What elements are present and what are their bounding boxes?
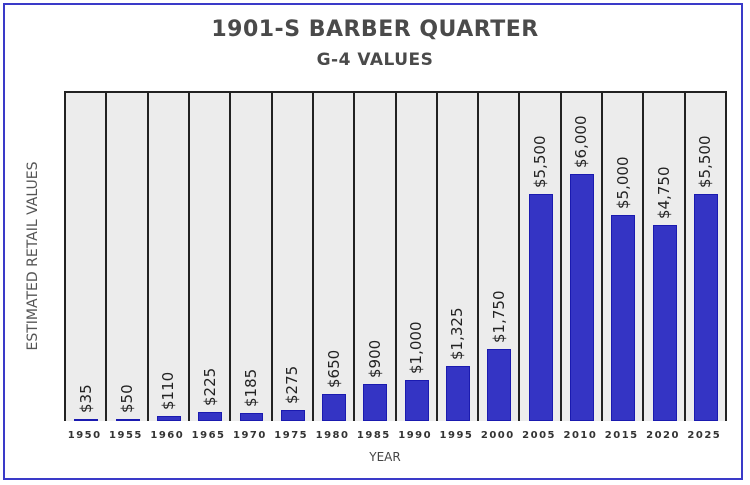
bar bbox=[404, 379, 429, 421]
bar bbox=[363, 383, 388, 421]
bar bbox=[198, 411, 223, 421]
bar-cell: $6,000 bbox=[559, 93, 602, 421]
bar-cell: $35 bbox=[64, 93, 106, 421]
value-label: $35 bbox=[76, 384, 95, 413]
x-tick-label: 1965 bbox=[191, 430, 226, 441]
x-tick-label: 1970 bbox=[232, 430, 267, 441]
bar-cell: $50 bbox=[105, 93, 147, 421]
bar bbox=[611, 214, 636, 421]
bar-cell: $5,000 bbox=[601, 93, 643, 421]
x-tick-label: 2020 bbox=[646, 430, 680, 441]
bar-cell: $5,500 bbox=[683, 93, 725, 421]
x-tick-label: 2015 bbox=[604, 430, 639, 441]
value-label: $225 bbox=[200, 367, 219, 406]
x-tick-label: 1995 bbox=[439, 430, 474, 441]
value-label: $110 bbox=[159, 372, 178, 411]
bar-cell: $185 bbox=[229, 93, 271, 421]
value-label: $4,750 bbox=[655, 166, 674, 220]
value-label: $5,000 bbox=[613, 156, 632, 209]
value-label: $1,000 bbox=[407, 321, 426, 374]
value-label: $185 bbox=[241, 369, 260, 408]
chart-subtitle: G-4 VALUES bbox=[316, 50, 434, 70]
plot-area: $35 $50 $110 $225 $185 $275 $650 $900 $1,000 $1,3… bbox=[64, 91, 727, 421]
bar-cell: $225 bbox=[187, 93, 230, 421]
bar bbox=[652, 225, 677, 421]
x-tick-label: 2025 bbox=[687, 430, 722, 441]
bar-cell: $1,000 bbox=[394, 93, 436, 421]
x-tick-label: 1980 bbox=[315, 430, 350, 441]
x-tick-label: 1975 bbox=[274, 430, 309, 441]
x-tick-label: 2000 bbox=[480, 430, 515, 441]
bar bbox=[239, 413, 264, 421]
x-tick-label: 2005 bbox=[522, 430, 557, 441]
value-label: $275 bbox=[283, 365, 302, 404]
bar bbox=[570, 173, 594, 421]
chart-title: 1901-S BARBER QUARTER bbox=[211, 17, 539, 42]
bar bbox=[446, 366, 471, 421]
bar-cell: $900 bbox=[353, 93, 395, 421]
value-label: $50 bbox=[117, 384, 136, 413]
bar bbox=[322, 394, 347, 421]
x-tick-label: 1985 bbox=[356, 430, 391, 441]
value-label: $1,750 bbox=[489, 290, 508, 343]
bar bbox=[156, 416, 181, 421]
y-axis-label: ESTIMATED RETAIL VALUES bbox=[25, 161, 41, 351]
bar bbox=[74, 419, 99, 421]
x-tick-label: 1955 bbox=[109, 430, 143, 441]
x-tick-label: 1950 bbox=[67, 430, 102, 441]
x-axis-label: YEAR bbox=[369, 450, 401, 464]
value-label: $900 bbox=[365, 339, 384, 378]
value-label: $5,500 bbox=[696, 135, 715, 189]
bar-cell: $1,750 bbox=[477, 93, 519, 421]
value-label: $650 bbox=[324, 350, 343, 389]
bar bbox=[115, 418, 140, 421]
value-label: $5,500 bbox=[531, 135, 550, 189]
bar bbox=[280, 409, 305, 421]
bar-cell: $1,325 bbox=[435, 93, 478, 421]
bar-cell: $4,750 bbox=[642, 93, 684, 421]
bar bbox=[693, 194, 718, 421]
bar bbox=[487, 348, 512, 421]
value-label: $6,000 bbox=[572, 115, 591, 168]
bar-cell: $650 bbox=[311, 93, 354, 421]
bar bbox=[528, 194, 553, 421]
x-tick-label: 1960 bbox=[150, 430, 185, 441]
x-tick-label: 1990 bbox=[398, 430, 433, 441]
x-tick-label: 2010 bbox=[563, 430, 598, 441]
value-label: $1,325 bbox=[448, 307, 467, 361]
bar-cell: $275 bbox=[270, 93, 312, 421]
bar-cell: $110 bbox=[146, 93, 188, 421]
bar-cell: $5,500 bbox=[518, 93, 560, 421]
